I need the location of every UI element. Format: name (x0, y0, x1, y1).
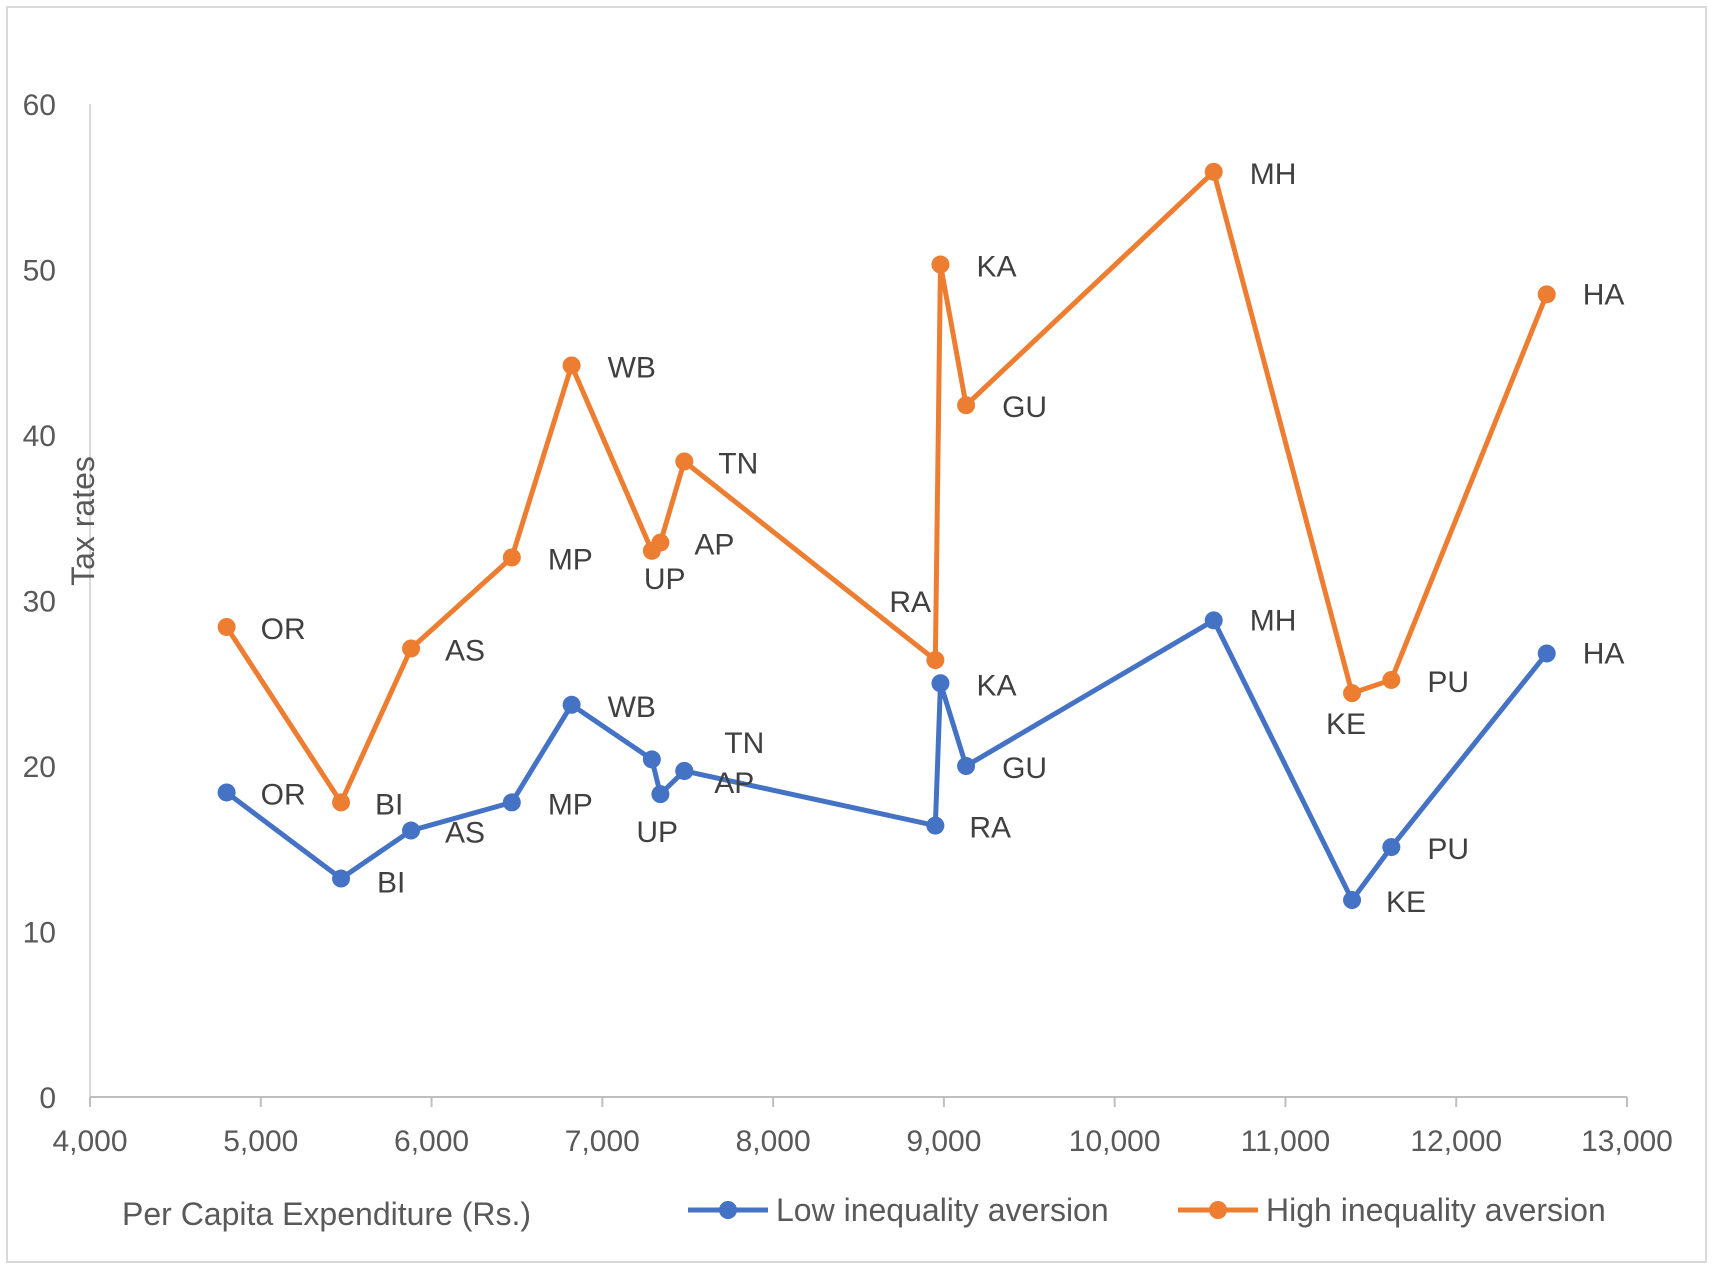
y-tick-label: 50 (23, 255, 56, 288)
point-label: MP (548, 788, 593, 821)
point-label: KE (1326, 708, 1366, 741)
x-tick-label: 4,000 (52, 1125, 127, 1158)
point-label: AS (445, 817, 485, 850)
x-tick-label: 8,000 (736, 1125, 811, 1158)
data-point[interactable] (402, 639, 421, 658)
y-tick-label: 60 (23, 89, 56, 122)
point-label: PU (1427, 833, 1469, 866)
data-point[interactable] (651, 785, 670, 804)
x-axis-title: Per Capita Expenditure (Rs.) (122, 1196, 531, 1232)
data-point[interactable] (332, 793, 351, 812)
data-point[interactable] (502, 793, 521, 812)
x-tick-label: 9,000 (906, 1125, 981, 1158)
y-tick-label: 40 (23, 420, 56, 453)
y-tick-label: 30 (23, 586, 56, 619)
data-point[interactable] (675, 761, 694, 780)
data-point[interactable] (1204, 611, 1223, 630)
data-point[interactable] (957, 757, 976, 775)
data-point[interactable] (931, 255, 950, 274)
data-point[interactable] (957, 396, 976, 415)
data-point[interactable] (931, 674, 950, 693)
x-tick-label: 7,000 (565, 1125, 640, 1158)
point-label: OR (261, 613, 306, 646)
point-label: WB (608, 691, 656, 724)
series-high (217, 162, 1556, 812)
data-point[interactable] (562, 695, 581, 714)
y-tick-label: 20 (23, 751, 56, 784)
y-axis-title: Tax rates (65, 456, 101, 586)
point-label: HA (1583, 278, 1625, 311)
data-point[interactable] (926, 816, 945, 835)
point-label: GU (1002, 752, 1047, 785)
x-ticks: 4,000 5,000 6,000 7,000 8,000 9,000 10,000 11,0… (52, 1097, 1673, 1158)
data-point[interactable] (1382, 838, 1401, 857)
point-label: MH (1250, 604, 1297, 637)
x-tick-label: 5,000 (223, 1125, 298, 1158)
x-tick-label: 10,000 (1069, 1125, 1161, 1158)
axes (89, 104, 1627, 1098)
data-point[interactable] (332, 869, 351, 888)
data-point[interactable] (651, 533, 670, 552)
series-layer (217, 162, 1556, 910)
data-point[interactable] (1204, 162, 1223, 181)
chart-frame (6, 6, 1707, 1263)
data-point[interactable] (926, 651, 945, 670)
point-label: MP (548, 543, 593, 576)
y-tick-label: 0 (39, 1082, 56, 1115)
y-ticks: 0 10 20 30 40 50 60 (23, 89, 56, 1115)
legend-marker-low (719, 1201, 737, 1219)
point-label: OR (261, 778, 306, 811)
legend-label-high: High inequality aversion (1266, 1192, 1606, 1228)
data-point[interactable] (1537, 285, 1556, 304)
point-label: UP (644, 563, 686, 596)
point-labels: ORBIASMPWBUPAPTNRAKAGUMHKEPUHAORBIASMPWB… (261, 158, 1625, 919)
data-point[interactable] (1343, 891, 1362, 910)
y-tick-label: 10 (23, 917, 56, 950)
point-label: KA (976, 669, 1016, 702)
data-point[interactable] (217, 783, 236, 802)
data-point[interactable] (402, 821, 421, 840)
data-point[interactable] (1382, 670, 1401, 689)
data-point[interactable] (502, 548, 521, 567)
point-label: TN (718, 447, 758, 480)
legend-marker-high (1209, 1201, 1227, 1219)
point-label: TN (724, 727, 764, 760)
point-label: AP (714, 767, 754, 800)
data-point[interactable] (562, 356, 581, 375)
data-point[interactable] (217, 617, 236, 636)
x-tick-label: 12,000 (1410, 1125, 1502, 1158)
legend-label-low: Low inequality aversion (776, 1192, 1109, 1228)
x-tick-label: 6,000 (394, 1125, 469, 1158)
point-label: RA (969, 812, 1011, 845)
point-label: UP (636, 816, 678, 849)
point-label: KA (976, 251, 1016, 284)
x-tick-label: 13,000 (1581, 1125, 1673, 1158)
x-tick-label: 11,000 (1241, 1125, 1331, 1158)
series-line (225, 617, 1549, 903)
point-label: BI (375, 788, 403, 821)
point-label: AP (694, 529, 734, 562)
point-label: RA (889, 586, 931, 619)
point-label: PU (1427, 666, 1469, 699)
point-label: MH (1250, 158, 1297, 191)
point-label: KE (1386, 886, 1426, 919)
point-label: WB (608, 351, 656, 384)
point-label: AS (445, 634, 485, 667)
data-point[interactable] (1343, 684, 1362, 703)
data-point[interactable] (1537, 644, 1556, 663)
legend-item-low[interactable]: Low inequality aversion (688, 1192, 1109, 1228)
series-low (217, 611, 1556, 910)
data-point[interactable] (642, 750, 661, 769)
point-label: HA (1583, 637, 1625, 670)
legend-item-high[interactable]: High inequality aversion (1178, 1192, 1606, 1228)
point-label: BI (377, 867, 405, 900)
point-label: GU (1002, 391, 1047, 424)
legend: Low inequality aversion High inequality … (688, 1192, 1606, 1228)
data-point[interactable] (675, 452, 694, 471)
